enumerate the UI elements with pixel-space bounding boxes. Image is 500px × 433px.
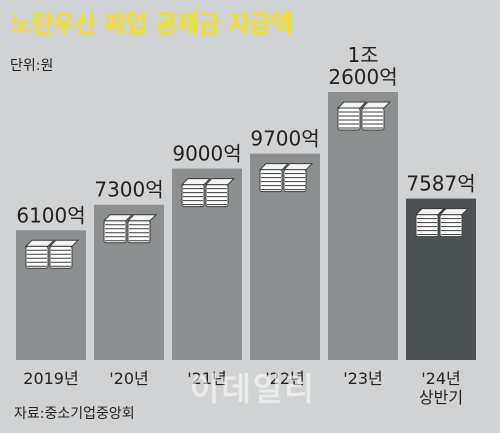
source-note: 자료:중소기업중앙회	[14, 406, 135, 422]
paper-stack-icon	[414, 208, 470, 238]
category-label-3: '22년	[265, 369, 304, 388]
chart-title: 노란우산 폐업 공제금 지급액	[10, 10, 293, 38]
value-label-5: 7587억	[406, 172, 475, 196]
value-label-2: 9000억	[172, 142, 241, 166]
category-label-0: 2019년	[23, 369, 78, 388]
paper-stack-icon	[180, 178, 236, 208]
paper-stack-icon	[258, 163, 314, 193]
paper-stack-icon	[336, 101, 392, 131]
category-label-2: '21년	[187, 369, 226, 388]
value-label-0: 6100억	[16, 203, 85, 227]
category-label-4: '23년	[343, 369, 382, 388]
value-label-4: 1조 2600억	[328, 43, 397, 89]
category-label-5: '24년 상반기	[419, 369, 463, 407]
paper-stack-icon	[24, 239, 80, 269]
unit-label: 단위:원	[10, 58, 54, 74]
value-label-1: 7300억	[94, 178, 163, 202]
category-label-1: '20년	[109, 369, 148, 388]
bar-4	[328, 92, 398, 360]
paper-stack-icon	[102, 214, 158, 244]
value-label-3: 9700억	[250, 127, 319, 151]
watermark-logo: 이데일리	[190, 370, 316, 408]
